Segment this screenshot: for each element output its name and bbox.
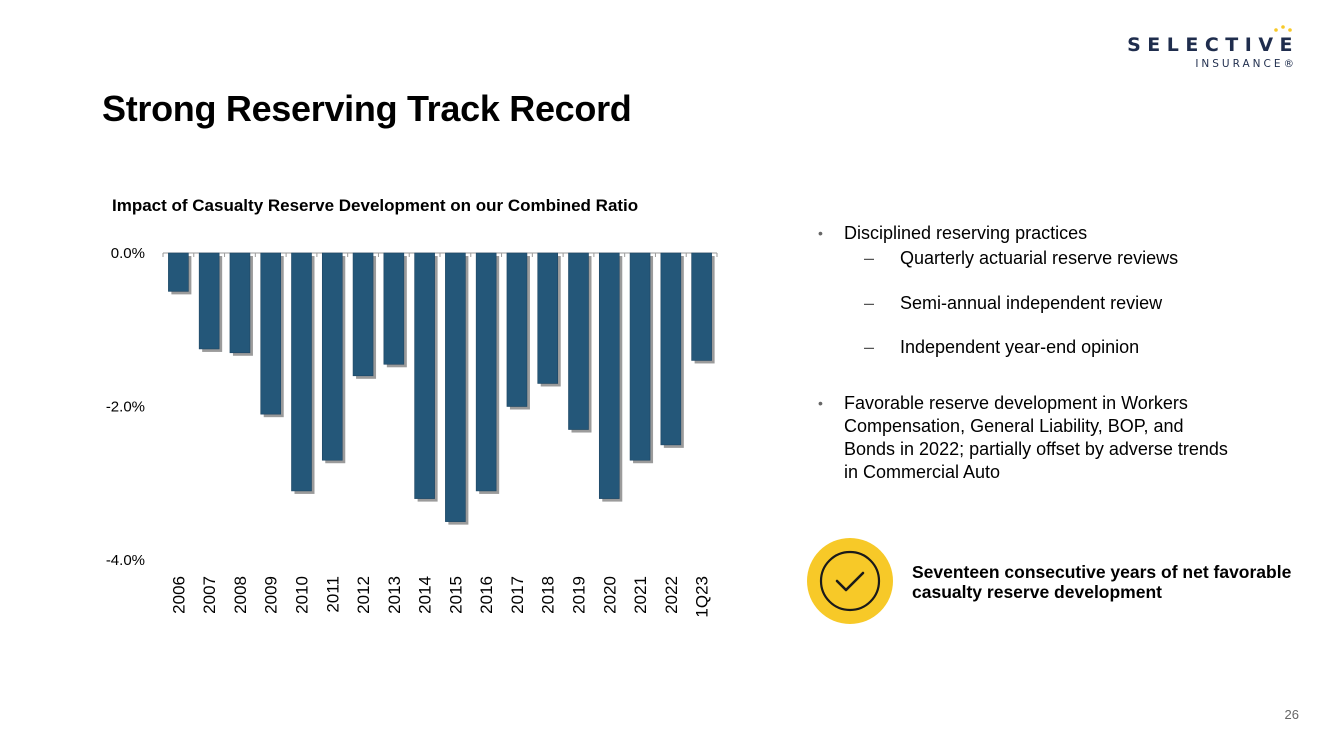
sub-bullet-text: Quarterly actuarial reserve reviews — [900, 248, 1179, 268]
sub-bullet-item: – Quarterly actuarial reserve reviews — [864, 247, 1178, 270]
dash-icon: – — [864, 248, 875, 268]
x-tick-label: 2009 — [262, 576, 281, 614]
bullet-item: • Disciplined reserving practices – Quart… — [818, 222, 1178, 357]
page-number: 26 — [1284, 707, 1299, 722]
dash-icon: – — [864, 337, 875, 357]
page-title: Strong Reserving Track Record — [102, 88, 632, 129]
bullet-dot-icon: • — [818, 395, 823, 411]
bullet-item: • Favorable reserve development in Worke… — [818, 392, 1238, 484]
bar — [537, 252, 559, 384]
bar — [445, 252, 466, 522]
bar — [260, 252, 282, 415]
selective-logo: SELECTIVE INSURANCE® — [1079, 24, 1299, 76]
x-tick-label: 2016 — [477, 576, 496, 614]
bullet-text: Disciplined reserving practices — [844, 223, 1088, 243]
sub-bullet-text: Independent year-end opinion — [900, 337, 1140, 357]
bar — [198, 252, 220, 350]
x-tick-label: 2020 — [600, 576, 619, 614]
callout-text: Seventeen consecutive years of net favor… — [912, 562, 1292, 602]
bar — [660, 252, 682, 446]
checkmark-circle-icon — [807, 538, 893, 624]
sub-bullet-item: – Semi-annual independent review — [864, 292, 1162, 315]
x-tick-label: 2011 — [323, 576, 342, 613]
x-tick-label: 2010 — [293, 576, 312, 614]
bullet-text: Favorable reserve development in Workers… — [844, 393, 1228, 482]
bar — [475, 252, 497, 492]
logo-subtitle: INSURANCE® — [1195, 58, 1297, 70]
x-tick-label: 2019 — [570, 576, 589, 614]
bullet-dot-icon: • — [818, 225, 823, 241]
x-tick-label: 2007 — [200, 576, 219, 614]
bar — [383, 252, 405, 365]
bar — [598, 252, 620, 499]
bar — [414, 252, 435, 499]
x-tick-label: 1Q23 — [693, 576, 712, 618]
x-tick-label: 2022 — [662, 576, 681, 614]
chart-title: Impact of Casualty Reserve Development o… — [112, 196, 639, 215]
bar — [168, 252, 189, 292]
x-tick-label: 2012 — [354, 576, 373, 614]
bar — [229, 252, 251, 354]
x-tick-label: 2008 — [231, 576, 250, 614]
bar-chart: 0.0% -2.0% -4.0% 2006 2007 2008 2009 2010 2011 20… — [106, 245, 718, 618]
x-tick-label: 2006 — [169, 576, 188, 614]
logo-wordmark: SELECTIVE — [1127, 34, 1299, 56]
y-tick-label: -2.0% — [106, 399, 145, 416]
dash-icon: – — [864, 293, 875, 313]
x-tick-label: 2018 — [539, 576, 558, 614]
x-tick-label: 2021 — [631, 576, 650, 614]
sub-bullet-text: Semi-annual independent review — [900, 293, 1163, 313]
y-tick-label: 0.0% — [111, 245, 145, 262]
x-tick-label: 2014 — [416, 576, 435, 614]
bar — [629, 252, 651, 461]
bar — [321, 252, 343, 461]
bar — [352, 252, 374, 377]
x-tick-label: 2017 — [508, 576, 527, 614]
x-tick-label: 2013 — [385, 576, 404, 614]
x-tick-label: 2015 — [446, 576, 465, 614]
logo-dots-icon — [1274, 25, 1292, 32]
bar — [291, 252, 312, 492]
bar — [691, 252, 712, 361]
y-tick-label: -4.0% — [106, 552, 145, 569]
bar — [568, 252, 589, 430]
sub-bullet-item: – Independent year-end opinion — [864, 336, 1139, 359]
bar — [506, 252, 528, 407]
